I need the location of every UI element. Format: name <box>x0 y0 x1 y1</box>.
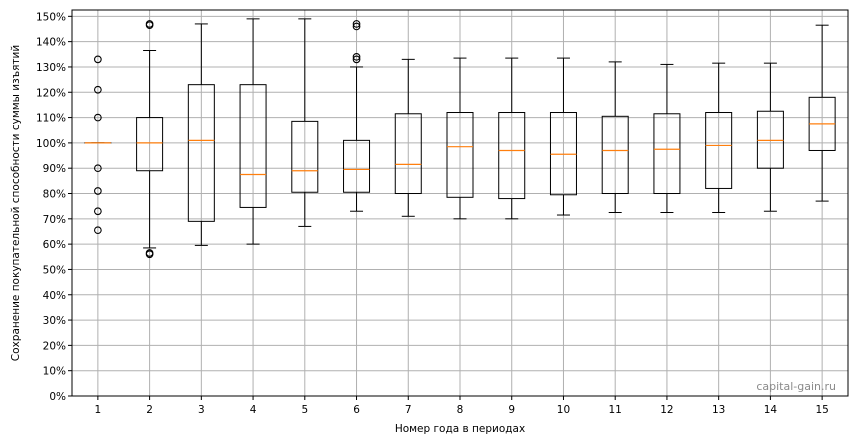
box-11 <box>601 61 629 213</box>
y-tick-label: 30% <box>43 315 66 327</box>
y-tick-label: 0% <box>49 391 66 403</box>
y-tick-label: 100% <box>36 138 66 150</box>
outlier-point <box>94 164 102 173</box>
box-2 <box>136 20 164 259</box>
x-tick-label: 13 <box>712 404 725 416</box>
y-axis-label: Сохранение покупательной способности сум… <box>10 45 22 361</box>
outlier-point <box>352 20 361 28</box>
x-tick-label: 2 <box>146 404 153 416</box>
x-tick-label: 15 <box>815 404 828 416</box>
y-tick-label: 120% <box>36 87 66 99</box>
box-7 <box>394 58 422 217</box>
box-6 <box>343 20 371 212</box>
y-tick-label: 70% <box>43 214 66 226</box>
x-tick-label: 7 <box>405 404 412 416</box>
y-tick-label: 150% <box>36 11 66 23</box>
x-tick-label: 8 <box>457 404 464 416</box>
iqr-box <box>136 117 164 172</box>
x-axis-ticks: 1 2 3 4 5 6 7 8 9 10 11 12 13 14 15 <box>95 396 829 416</box>
outlier-point <box>352 55 361 64</box>
y-axis-ticks: 0% 10% 20% 30% 40% 50% 60% 70% 80% 90% 100% 110% 120… <box>36 11 72 403</box>
y-tick-label: 130% <box>36 62 66 74</box>
x-tick-label: 1 <box>95 404 102 416</box>
box-13 <box>705 62 733 213</box>
iqr-box <box>549 112 577 196</box>
box-15 <box>808 24 836 202</box>
outlier-point <box>94 113 102 122</box>
x-tick-label: 11 <box>609 404 622 416</box>
x-tick-label: 6 <box>353 404 360 416</box>
box-plots <box>84 18 836 259</box>
x-tick-label: 10 <box>557 404 570 416</box>
iqr-box <box>756 110 784 169</box>
outlier-point <box>145 21 154 30</box>
iqr-box <box>653 113 681 195</box>
box-14 <box>756 62 784 212</box>
box-12 <box>653 63 681 213</box>
y-tick-label: 50% <box>43 264 66 276</box>
box-5 <box>291 18 319 227</box>
outlier-point <box>94 226 102 235</box>
watermark: capital-gain.ru <box>756 380 836 393</box>
x-tick-label: 9 <box>508 404 515 416</box>
x-tick-label: 3 <box>198 404 205 416</box>
iqr-box <box>705 112 733 189</box>
y-tick-label: 60% <box>43 239 66 251</box>
outlier-point <box>352 52 361 61</box>
iqr-box <box>498 112 526 200</box>
y-tick-label: 140% <box>36 37 66 49</box>
box-3 <box>187 23 215 246</box>
x-tick-label: 14 <box>764 404 778 416</box>
y-tick-label: 40% <box>43 290 66 302</box>
outlier-point <box>145 249 154 257</box>
iqr-box <box>394 113 422 195</box>
box-9 <box>498 57 526 220</box>
iqr-box <box>239 84 267 208</box>
x-tick-label: 5 <box>301 404 308 416</box>
box-1 <box>84 55 112 235</box>
y-tick-label: 80% <box>43 189 66 201</box>
iqr-box <box>343 139 371 193</box>
y-tick-label: 110% <box>36 113 66 125</box>
iqr-box <box>187 84 215 222</box>
y-tick-label: 20% <box>43 340 66 352</box>
iqr-box <box>601 115 629 195</box>
outlier-point <box>94 85 102 94</box>
outlier-point <box>94 55 102 64</box>
iqr-box <box>446 112 474 198</box>
x-axis-label: Номер года в периодах <box>395 423 525 435</box>
box-4 <box>239 18 267 245</box>
x-tick-label: 12 <box>660 404 673 416</box>
x-tick-label: 4 <box>250 404 257 416</box>
y-tick-label: 10% <box>43 366 66 378</box>
y-tick-label: 90% <box>43 163 66 175</box>
outlier-point <box>352 22 361 31</box>
outlier-point <box>94 207 102 216</box>
iqr-box <box>291 120 319 193</box>
outlier-point <box>94 187 102 195</box>
box-10 <box>549 57 577 216</box>
box-8 <box>446 57 474 220</box>
